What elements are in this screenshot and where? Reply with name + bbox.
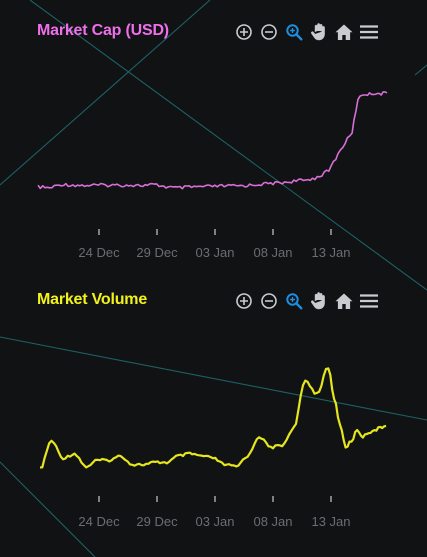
zoom-out-button[interactable] [256,290,281,312]
x-axis-tick-label: 29 Dec [136,514,178,529]
x-axis-tick-label: 13 Jan [311,514,351,529]
chart-menu-button[interactable] [356,21,381,43]
x-axis-tick-label: 08 Jan [253,245,293,260]
zoom-in-icon [235,292,253,310]
background-line [414,64,427,76]
x-axis-tick-label: 24 Dec [78,514,120,529]
pan-hand-icon [310,22,328,42]
pan-button[interactable] [306,290,331,312]
zoom-out-button[interactable] [256,21,281,43]
reset-zoom-button[interactable] [331,290,356,312]
market-cap-toolbar [231,21,381,43]
market-volume-series-line [39,367,387,469]
zoom-out-icon [260,23,278,41]
x-axis-tick-label: 03 Jan [195,514,235,529]
x-axis-tick-label: 24 Dec [78,245,120,260]
home-reset-icon [334,292,354,310]
background-line [0,0,211,186]
home-reset-icon [334,23,354,41]
market-cap-series-line [37,91,388,190]
pan-button[interactable] [306,21,331,43]
pan-hand-icon [310,291,328,311]
market-volume-title: Market Volume [37,291,148,308]
market-cap-panel: Market Cap (USD) 24 Dec 29 Dec 03 Jan 08 Ja… [37,21,388,260]
chart-menu-button[interactable] [356,290,381,312]
zoom-out-icon [260,292,278,310]
x-axis-tick-label: 03 Jan [195,245,235,260]
x-axis-tick-label: 08 Jan [253,514,293,529]
zoom-in-button[interactable] [231,21,256,43]
background-line [0,336,427,421]
menu-icon [359,293,379,309]
background-line [0,461,96,557]
market-volume-panel: Market Volume 24 Dec 29 Dec 03 Jan 08 Jan 13… [0,280,427,557]
zoom-selection-icon [285,23,303,41]
zoom-selection-button[interactable] [281,290,306,312]
market-volume-chart [39,367,387,502]
zoom-selection-button[interactable] [281,21,306,43]
zoom-in-button[interactable] [231,290,256,312]
menu-icon [359,24,379,40]
background-line [29,0,427,291]
x-axis-tick-label: 29 Dec [136,245,178,260]
zoom-in-icon [235,23,253,41]
market-cap-title: Market Cap (USD) [37,22,169,39]
market-cap-chart [37,91,388,235]
x-axis-tick-label: 13 Jan [311,245,351,260]
reset-zoom-button[interactable] [331,21,356,43]
zoom-selection-icon [285,292,303,310]
market-volume-toolbar [231,290,381,312]
